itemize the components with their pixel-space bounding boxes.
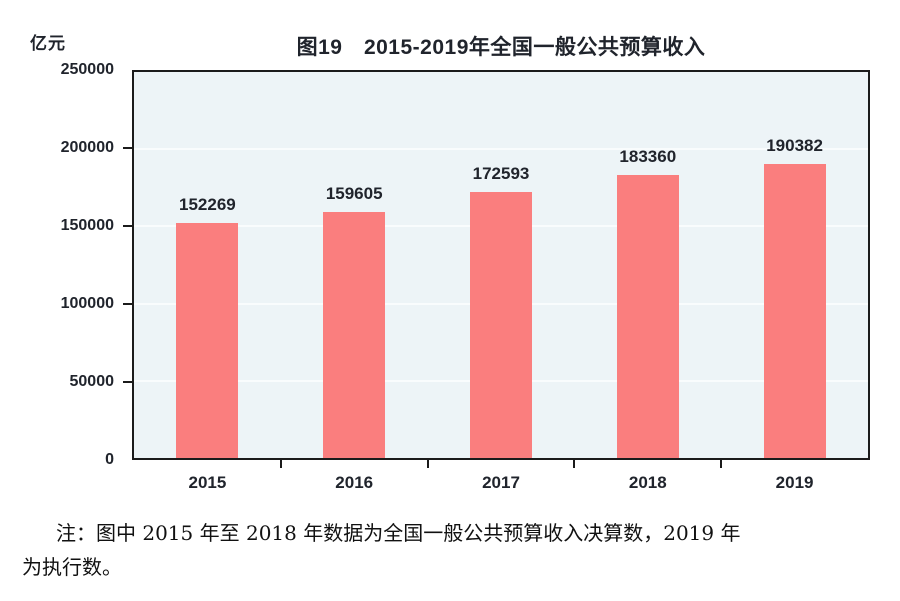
y-axis-tick [123, 303, 132, 305]
bar [323, 211, 386, 458]
x-tick-label: 2018 [628, 473, 667, 492]
y-axis-tick [123, 147, 132, 149]
plot-area: 152269 159605 172593 183360 190382 [132, 70, 870, 460]
y-axis-tick [123, 225, 132, 227]
y-tick-label: 50000 [69, 373, 115, 390]
x-axis-tick [720, 460, 723, 468]
bar-value-label: 183360 [619, 146, 677, 166]
x-axis-tick [426, 460, 429, 468]
y-tick-label: 100000 [60, 295, 114, 312]
bar [176, 222, 239, 458]
y-tick-label: 250000 [60, 61, 114, 78]
y-axis-tick [123, 381, 132, 383]
y-tick-label: 150000 [60, 217, 114, 234]
bar-value-label: 159605 [325, 183, 383, 203]
footnote-line-1: 注：图中 2015 年至 2018 年数据为全国一般公共预算收入决算数，2019… [56, 521, 741, 545]
bar [616, 174, 679, 458]
x-axis-tick [573, 460, 576, 468]
x-tick-label: 2016 [335, 473, 374, 492]
y-axis-unit-label: 亿元 [30, 34, 66, 53]
bar [763, 164, 826, 458]
x-axis-labels: 2015 2016 2017 2018 2019 [132, 471, 870, 495]
y-tick-label: 200000 [60, 139, 114, 156]
chart-title: 图19 2015-2019年全国一般公共预算收入 [296, 36, 706, 59]
footnote-line-2: 为执行数。 [22, 555, 122, 579]
bar [470, 191, 532, 458]
bar-value-label: 172593 [472, 163, 530, 183]
x-axis-tick [279, 460, 282, 468]
x-tick-label: 2015 [188, 473, 227, 492]
x-tick-label: 2017 [482, 473, 520, 492]
bar-value-label: 152269 [179, 194, 236, 214]
y-tick-label: 0 [105, 451, 114, 468]
bar-value-label: 190382 [766, 136, 823, 156]
gridline [134, 148, 868, 151]
footnote: 注：图中 2015 年至 2018 年数据为全国一般公共预算收入决算数，2019… [22, 516, 884, 584]
x-tick-label: 2019 [775, 473, 814, 492]
